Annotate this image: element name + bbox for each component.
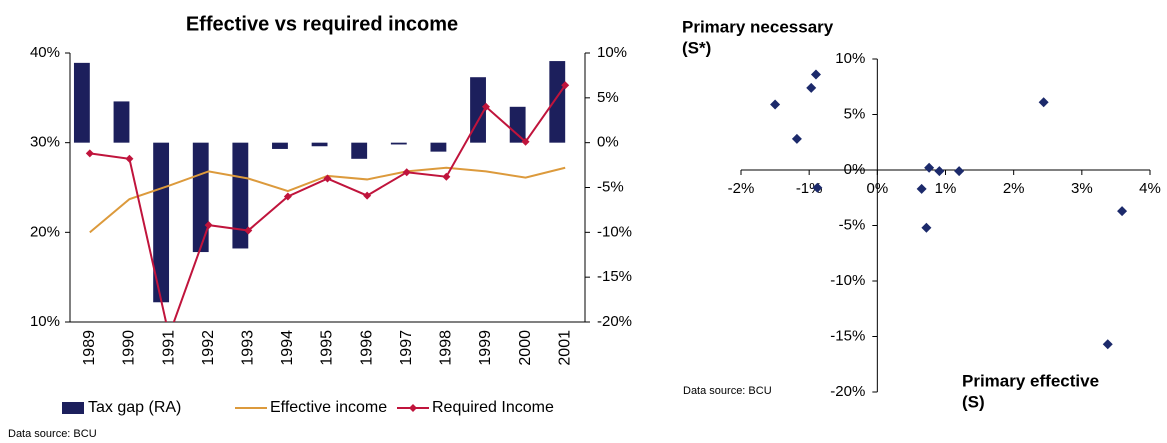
x-tick-label: 1999 — [477, 330, 494, 366]
x-tick-label: 2% — [1003, 180, 1025, 197]
x-tick-label: -1% — [796, 180, 823, 197]
source-note: Data source: BCU — [683, 385, 772, 397]
x-tick-label: 1993 — [239, 330, 256, 366]
y-tick-label: -15% — [830, 327, 865, 344]
y2-tick-label: 10% — [597, 44, 627, 61]
y-tick-label: 20% — [30, 223, 60, 240]
bar — [549, 61, 566, 143]
point — [916, 183, 927, 194]
x-axis-title: (S) — [962, 392, 985, 411]
x-tick-label: 1990 — [121, 330, 138, 366]
point — [204, 221, 213, 230]
x-tick-label: 1989 — [81, 330, 98, 366]
y2-tick-label: 0% — [597, 134, 619, 151]
y2-tick-label: -20% — [597, 313, 632, 330]
y-tick-label: -5% — [839, 216, 866, 233]
point — [806, 82, 817, 93]
bar — [430, 142, 447, 152]
y-axis-title: Primary necessary — [682, 17, 834, 36]
point — [1102, 339, 1113, 350]
point — [954, 166, 965, 177]
point — [561, 81, 570, 90]
chart-title: Effective vs required income — [186, 13, 458, 35]
source-note: Data source: BCU — [8, 428, 97, 440]
point — [402, 168, 411, 177]
bar — [390, 142, 407, 145]
point — [481, 102, 490, 111]
y2-tick-label: 5% — [597, 89, 619, 106]
point — [812, 182, 823, 193]
x-tick-label: 1996 — [358, 330, 375, 366]
y-tick-label: 40% — [30, 44, 60, 61]
x-tick-label: 2000 — [517, 330, 534, 366]
point — [770, 99, 781, 110]
x-tick-label: 4% — [1139, 180, 1161, 197]
x-tick-label: 0% — [866, 180, 888, 197]
bar — [192, 142, 209, 253]
x-tick-label: -2% — [728, 180, 755, 197]
point — [791, 133, 802, 144]
x-tick-label: 1% — [935, 180, 957, 197]
x-tick-label: 1997 — [398, 330, 415, 366]
point — [1038, 97, 1049, 108]
bar — [311, 142, 328, 147]
y-tick-label: 30% — [30, 134, 60, 151]
y2-tick-label: -15% — [597, 268, 632, 285]
bar — [153, 142, 170, 303]
legend-swatch — [409, 404, 417, 412]
point — [521, 137, 530, 146]
y-axis-title: (S*) — [682, 38, 711, 57]
bar — [73, 62, 90, 143]
point — [85, 149, 94, 158]
point — [934, 166, 945, 177]
x-tick-label: 2001 — [556, 330, 573, 366]
x-tick-label: 3% — [1071, 180, 1093, 197]
x-axis-title: Primary effective — [962, 371, 1099, 390]
y-tick-label: 10% — [30, 313, 60, 330]
y2-tick-label: -5% — [597, 178, 624, 195]
x-tick-label: 1994 — [279, 330, 296, 366]
legend-swatch — [62, 402, 84, 414]
bar — [272, 142, 288, 149]
point — [283, 192, 292, 201]
point — [323, 174, 332, 183]
point — [1117, 206, 1128, 217]
point — [125, 154, 134, 163]
point — [244, 226, 253, 235]
legend-label: Tax gap (RA) — [88, 399, 181, 416]
point — [442, 172, 451, 181]
x-tick-label: 1992 — [200, 330, 217, 366]
bar — [113, 101, 130, 143]
bar — [351, 142, 368, 159]
legend-label: Effective income — [270, 399, 387, 416]
bar — [509, 106, 526, 143]
point — [363, 191, 372, 200]
x-tick-label: 1995 — [319, 330, 336, 366]
y-tick-label: -10% — [830, 272, 865, 289]
x-tick-label: 1991 — [160, 330, 177, 366]
y-tick-label: 0% — [844, 161, 866, 178]
y-tick-label: 10% — [835, 50, 865, 67]
y-tick-label: -20% — [830, 383, 865, 400]
x-tick-label: 1998 — [438, 330, 455, 366]
point — [810, 69, 821, 80]
point — [921, 222, 932, 233]
plot-area — [73, 61, 570, 322]
y2-tick-label: -10% — [597, 223, 632, 240]
point — [924, 162, 935, 173]
legend-label: Required Income — [432, 399, 554, 416]
bar — [232, 142, 249, 249]
y-tick-label: 5% — [844, 105, 866, 122]
